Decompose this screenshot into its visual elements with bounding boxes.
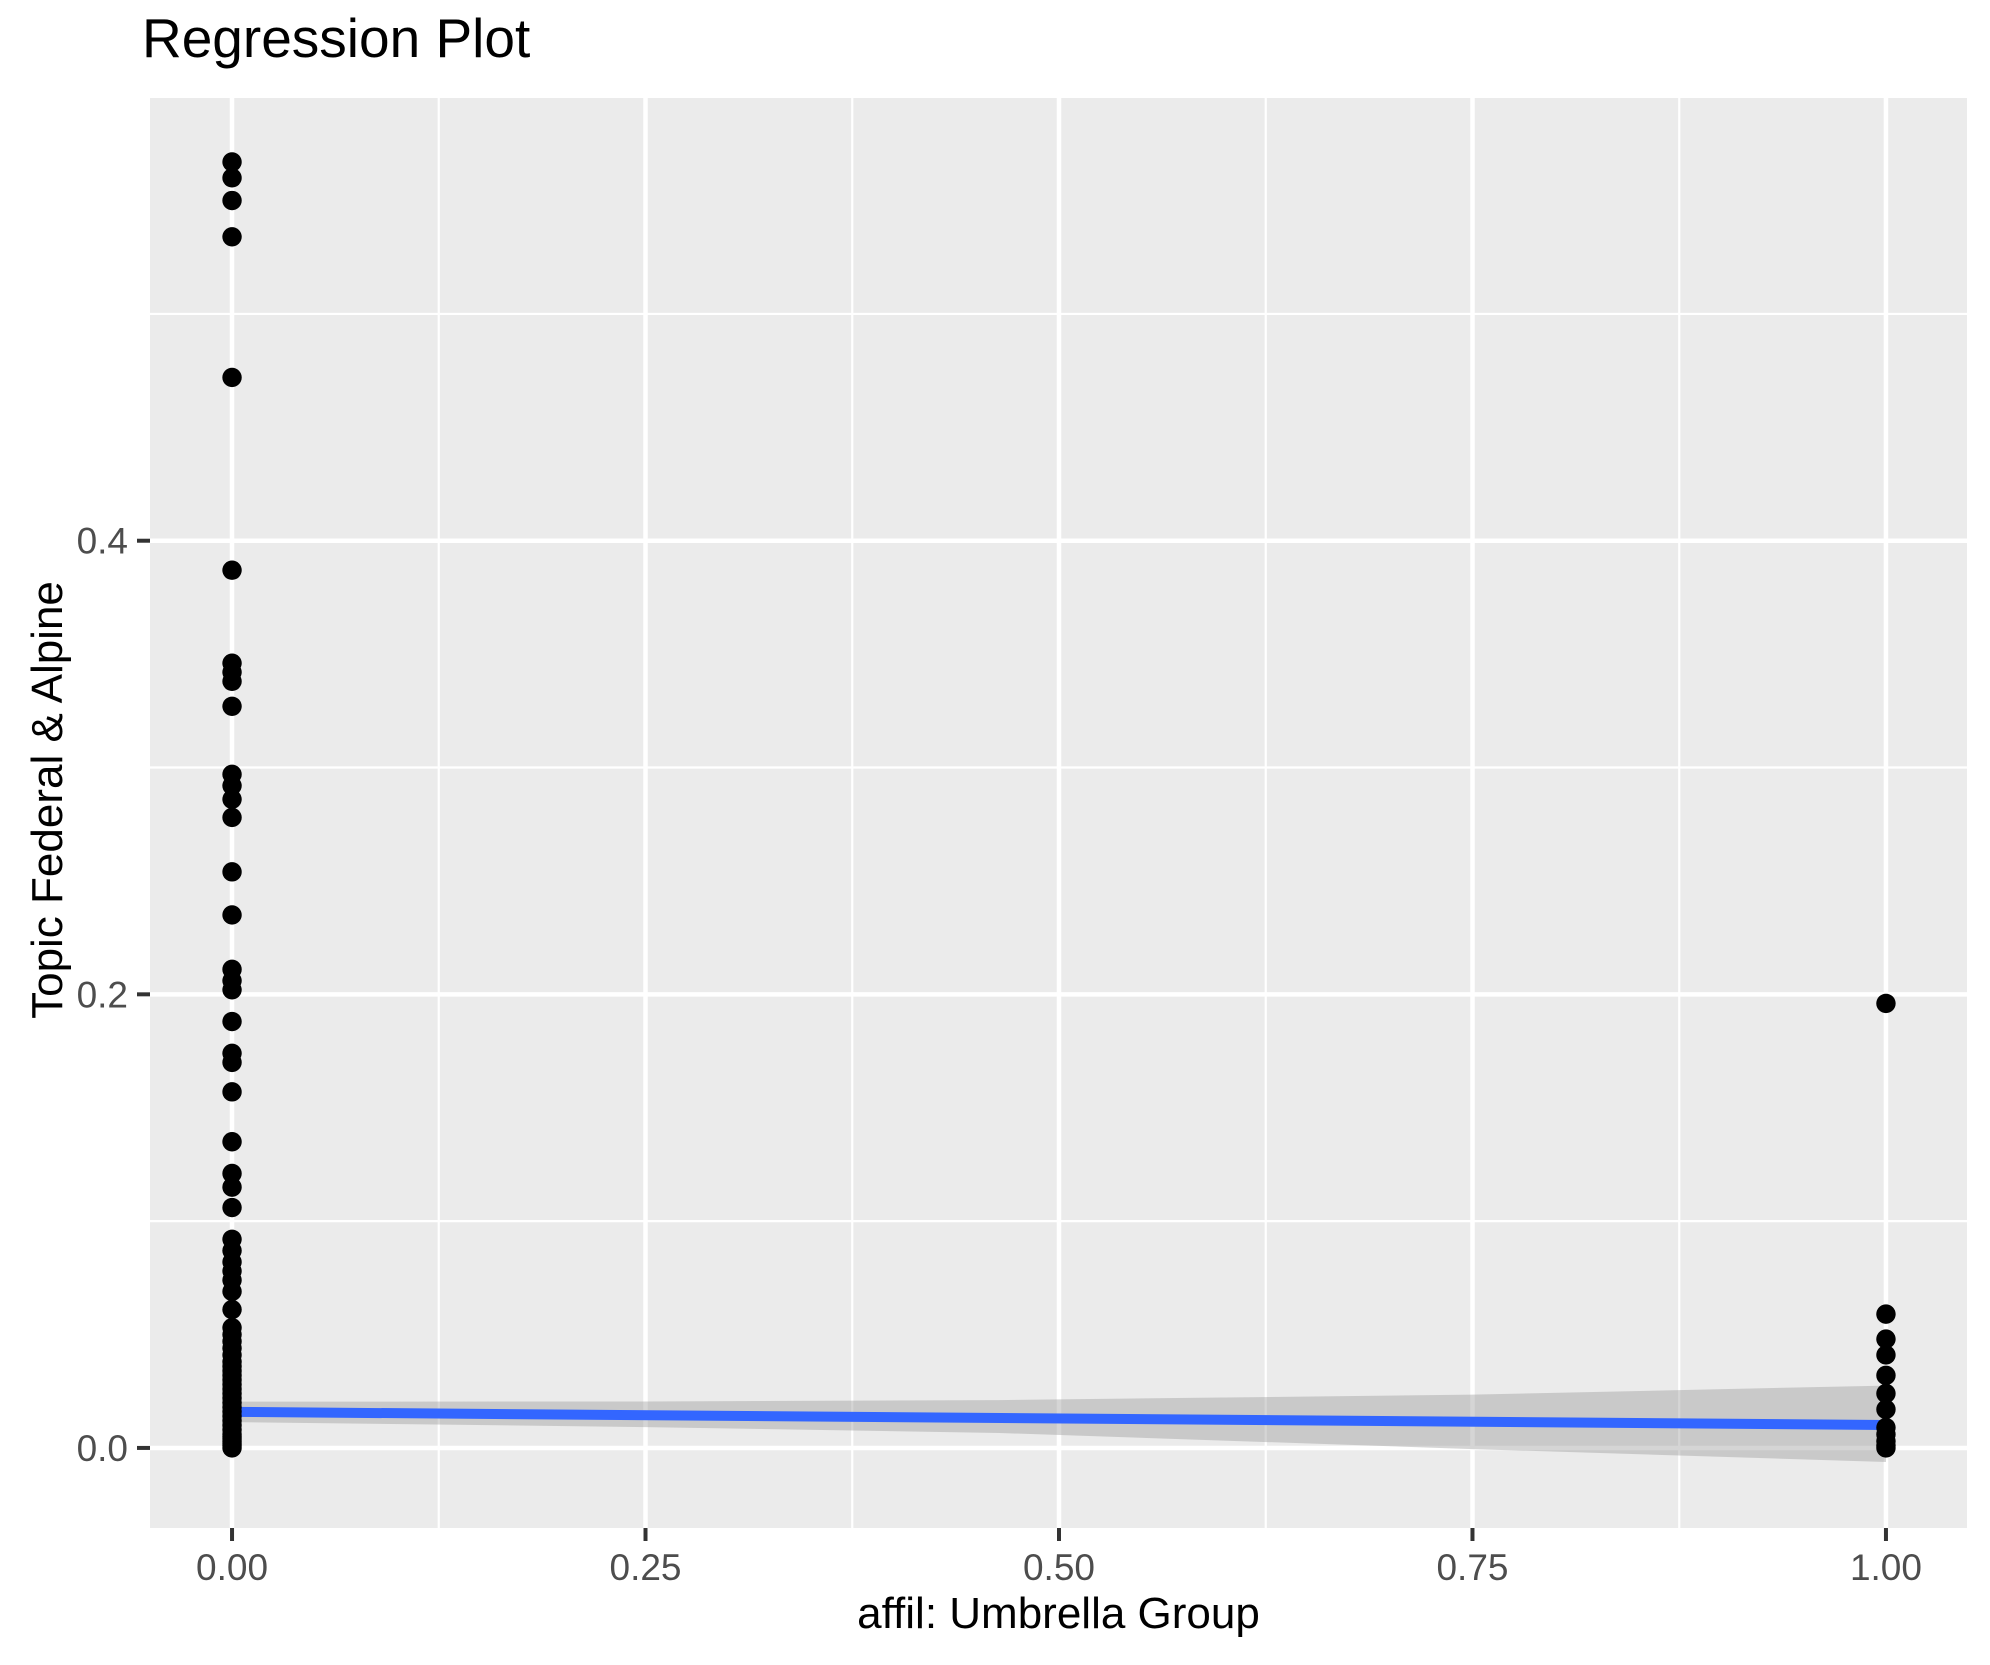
data-point: [222, 152, 242, 172]
data-point: [222, 1177, 242, 1197]
x-axis-title: affil: Umbrella Group: [857, 1589, 1260, 1638]
confidence-band: [232, 1385, 1886, 1462]
data-point: [222, 789, 242, 809]
plot-title: Regression Plot: [142, 7, 531, 69]
data-point: [222, 1299, 242, 1320]
data-point: [1876, 1345, 1896, 1365]
data-point: [1876, 1383, 1896, 1404]
data-point: [222, 168, 242, 188]
data-point: [222, 1011, 242, 1032]
data-point: [1876, 993, 1896, 1014]
data-point: [1876, 1365, 1896, 1386]
data-point: [222, 980, 242, 1000]
y-tick-label: 0.0: [77, 1428, 128, 1469]
data-point: [222, 775, 242, 796]
data-point: [222, 1052, 242, 1073]
data-point: [222, 560, 242, 580]
data-point: [1876, 1399, 1896, 1420]
data-point: [222, 1082, 242, 1102]
data-point: [222, 696, 242, 716]
data-point: [222, 1281, 242, 1302]
x-tick-label: 0.50: [1023, 1547, 1095, 1588]
y-tick-label: 0.4: [77, 521, 128, 562]
data-point: [222, 1132, 242, 1152]
data-point: [222, 1438, 242, 1458]
data-point: [222, 807, 242, 828]
data-point: [222, 905, 242, 925]
data-point: [222, 862, 242, 882]
x-tick-label: 0.00: [196, 1547, 268, 1588]
data-point: [222, 1197, 242, 1218]
data-point: [222, 367, 242, 388]
data-point: [222, 1163, 242, 1184]
x-tick-label: 1.00: [1850, 1547, 1922, 1588]
y-tick-label: 0.2: [77, 974, 128, 1015]
data-point: [222, 227, 242, 247]
x-tick-label: 0.25: [610, 1547, 682, 1588]
x-tick-label: 0.75: [1436, 1547, 1508, 1588]
data-point: [1876, 1438, 1896, 1458]
regression-line: [231, 1406, 1886, 1431]
data-point: [1876, 1329, 1896, 1349]
data-point: [1876, 1304, 1896, 1324]
data-point: [222, 671, 242, 692]
data-point: [222, 190, 242, 211]
